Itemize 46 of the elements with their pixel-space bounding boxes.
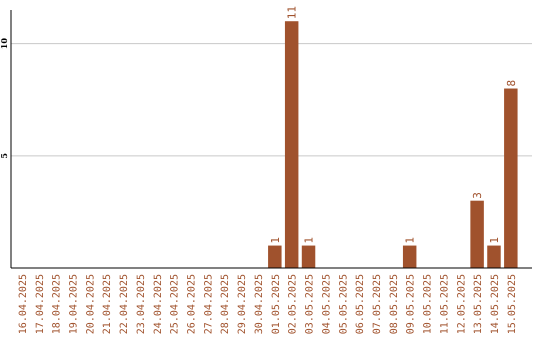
x-tick-label: 16.04.2025 [18,274,29,334]
x-tick-label: 21.04.2025 [102,274,114,334]
data-label: 1 [268,236,282,244]
bar [504,88,518,268]
x-tick-label: 19.04.2025 [68,274,80,334]
bar [268,246,282,268]
x-tick-label: 18.04.2025 [52,274,63,334]
x-tick-label: 15.05.2025 [506,274,518,334]
x-tick-label: 06.05.2025 [355,274,366,334]
bar [302,246,316,268]
x-tick-label: 29.04.2025 [237,274,248,334]
data-label: 11 [286,6,299,20]
x-tick-label: 09.05.2025 [406,274,417,334]
x-tick-label: 12.05.2025 [456,274,468,334]
x-tick-label: 05.05.2025 [338,274,350,334]
x-tick-label: 27.04.2025 [203,274,214,334]
x-tick-label: 14.05.2025 [490,274,501,334]
bar [402,246,416,268]
x-tick-label: 13.05.2025 [473,274,484,334]
data-label: 1 [404,236,417,244]
x-tick-label: 22.04.2025 [119,274,130,334]
x-tick-label: 28.04.2025 [220,274,232,334]
x-tick-label: 24.04.2025 [152,274,164,334]
x-tick-label: 11.05.2025 [439,274,450,334]
x-tick-label: 07.05.2025 [372,274,383,334]
x-tick-label: 26.04.2025 [186,274,198,334]
bar [284,21,298,268]
x-tick-label: 23.04.2025 [136,274,147,334]
y-tick-label: 10 [0,38,9,50]
data-label: 8 [504,80,518,87]
x-tick-label: 08.05.2025 [388,274,400,334]
x-tick-label: 01.05.2025 [270,274,282,334]
x-tick-label: 20.04.2025 [85,274,96,334]
x-tick-label: 03.05.2025 [304,274,316,334]
x-tick-label: 02.05.2025 [288,274,299,334]
bar [487,246,501,268]
x-tick-label: 30.04.2025 [254,274,265,334]
data-label: 1 [488,236,501,244]
x-tick-label: 25.04.2025 [170,274,181,334]
y-tick-label: 5 [0,153,9,159]
data-label: 1 [302,236,316,244]
data-label: 3 [471,192,484,199]
x-tick-label: 04.05.2025 [321,274,332,334]
x-tick-label: 17.04.2025 [34,274,46,334]
x-tick-label: 10.05.2025 [422,274,434,334]
bar [470,200,484,268]
